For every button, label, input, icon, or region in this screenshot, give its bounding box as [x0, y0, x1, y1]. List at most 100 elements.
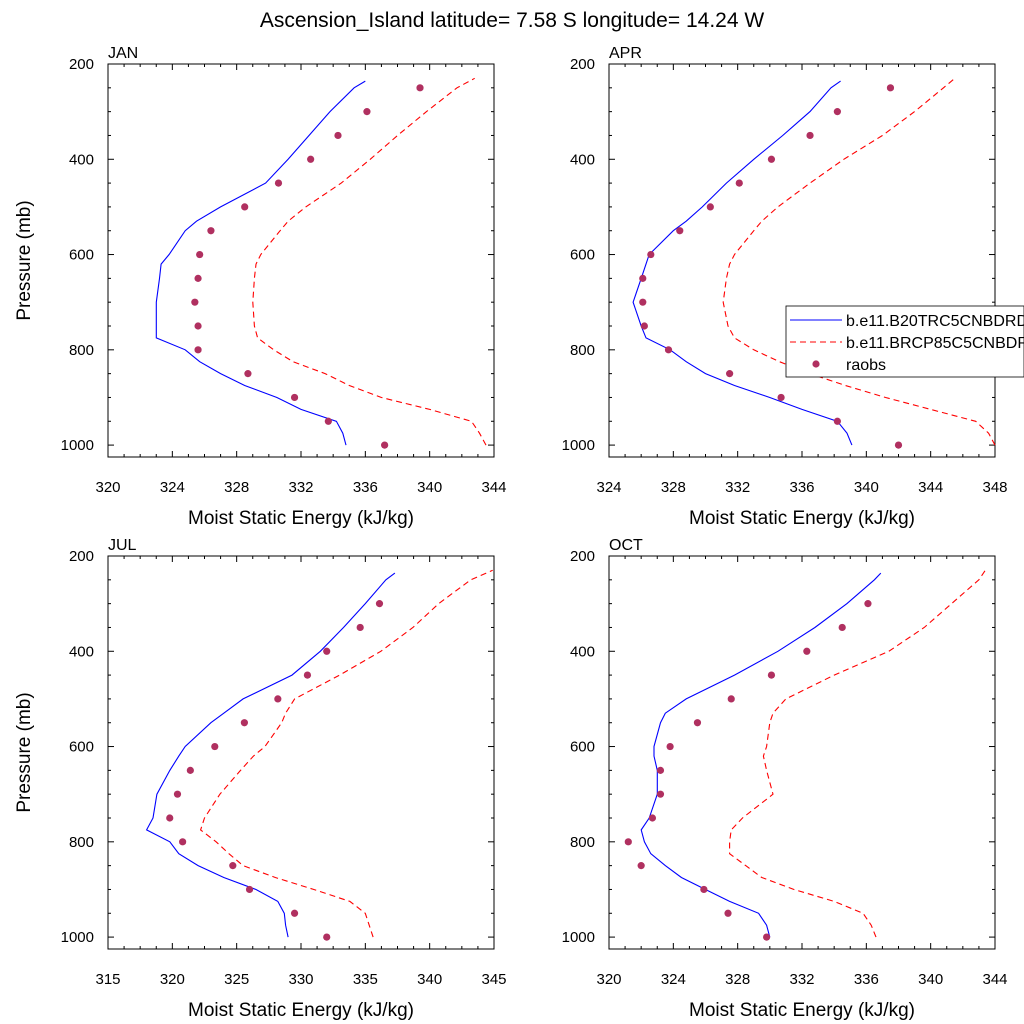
x-tick-label: 324 [596, 479, 621, 496]
raobs-point [640, 322, 648, 330]
raobs-point [363, 108, 371, 116]
y-tick-label: 600 [570, 739, 595, 756]
x-tick-label: 328 [224, 479, 249, 496]
raobs-point [656, 790, 665, 798]
x-tick-label: 336 [789, 479, 814, 496]
raobs-point [767, 671, 776, 679]
raobs-point [274, 179, 283, 187]
y-tick-label: 400 [69, 151, 94, 168]
y-tick-label: 800 [69, 342, 94, 359]
y-tick-label: 600 [69, 739, 94, 756]
y-axis-label: Pressure (mb) [14, 200, 35, 320]
plot-frame [608, 555, 996, 950]
raobs-point [726, 370, 734, 378]
series-line-20tr [145, 572, 396, 938]
raobs-point [639, 274, 647, 282]
x-tick-label: 336 [353, 479, 378, 496]
x-tick-label: 320 [160, 971, 185, 988]
panel-oct: OCT 320 324 328 332 336 340 344 200 400 600 800 1000… [562, 537, 1008, 1021]
raobs-point [211, 742, 219, 751]
y-tick-label: 1000 [562, 437, 595, 454]
x-tick-label: 340 [854, 479, 879, 496]
x-tick-label: 330 [288, 971, 313, 988]
y-tick-label: 200 [570, 56, 595, 73]
raobs-point [241, 203, 249, 211]
y-tick-label: 800 [570, 834, 595, 851]
x-tick-label: 345 [481, 971, 506, 988]
series-line-rcp85 [199, 569, 493, 938]
y-tick-label: 600 [69, 247, 94, 264]
x-tick-label: 344 [481, 479, 506, 496]
raobs-point [334, 131, 342, 140]
y-tick-label: 400 [570, 151, 595, 168]
x-tick-label: 332 [288, 479, 313, 496]
raobs-point [767, 155, 776, 163]
x-tick-label: 332 [789, 971, 814, 988]
raobs-point [324, 417, 332, 425]
raobs-point [323, 647, 331, 655]
raobs-point [803, 647, 811, 655]
y-tick-label: 800 [570, 342, 595, 359]
x-tick-label: 332 [725, 479, 750, 496]
raobs-point [191, 298, 199, 306]
x-axis-label: Moist Static Energy (kJ/kg) [689, 1000, 915, 1021]
raobs-point [194, 322, 202, 330]
raobs-point [194, 346, 202, 354]
raobs-point [356, 623, 364, 632]
x-axis-label: Moist Static Energy (kJ/kg) [188, 1000, 414, 1021]
y-tick-label: 200 [570, 548, 595, 565]
plot-frame [107, 555, 495, 950]
raobs-point [179, 838, 187, 846]
raobs-point [323, 933, 331, 941]
x-tick-label: 336 [854, 971, 879, 988]
x-tick-label: 348 [982, 479, 1007, 496]
legend-label: b.e11.B20TRC5CNBDRD [846, 313, 1024, 330]
x-tick-label: 328 [661, 479, 686, 496]
x-axis-label: Moist Static Energy (kJ/kg) [689, 508, 915, 529]
series-line-20tr [155, 80, 366, 446]
x-tick-label: 340 [417, 971, 442, 988]
panel-title: JAN [108, 45, 138, 62]
raobs-point [647, 250, 655, 259]
raobs-point [886, 84, 895, 92]
legend: b.e11.B20TRC5CNBDRD b.e11.BRCP85C5CNBDRD r… [785, 305, 1024, 378]
x-tick-label: 325 [224, 971, 249, 988]
raobs-point [838, 623, 846, 632]
raobs-point [207, 227, 215, 235]
series-line-20tr [640, 572, 882, 938]
raobs-point [240, 719, 248, 727]
raobs-point [777, 393, 785, 402]
raobs-point [303, 671, 312, 679]
legend-swatch-raobs [812, 360, 820, 368]
raobs-point [656, 766, 665, 774]
x-tick-label: 335 [353, 971, 378, 988]
y-tick-label: 1000 [61, 437, 94, 454]
series-line-rcp85 [722, 77, 996, 446]
raobs-point [833, 108, 841, 116]
raobs-point [763, 933, 771, 941]
raobs-point [416, 84, 424, 92]
panel-title: JUL [108, 537, 137, 554]
raobs-point [724, 909, 732, 917]
plot-frame [608, 63, 996, 458]
raobs-point [666, 742, 674, 751]
raobs-point [833, 417, 841, 425]
x-tick-label: 320 [596, 971, 621, 988]
figure-title: Ascension_Island latitude= 7.58 S longit… [260, 9, 765, 32]
legend-label: b.e11.BRCP85C5CNBDRD [846, 335, 1024, 352]
raobs-point [229, 862, 237, 870]
raobs-point [624, 838, 632, 846]
raobs-point [706, 203, 714, 211]
y-tick-label: 200 [69, 56, 94, 73]
x-tick-label: 328 [725, 971, 750, 988]
raobs-point [735, 179, 743, 187]
raobs-point [375, 600, 384, 608]
raobs-point [194, 274, 202, 282]
legend-label: raobs [846, 357, 886, 374]
raobs-point [290, 393, 299, 402]
raobs-point [245, 885, 254, 894]
x-tick-label: 340 [918, 971, 943, 988]
series-raobs [166, 600, 384, 941]
y-tick-label: 400 [69, 643, 94, 660]
raobs-point [196, 250, 204, 259]
